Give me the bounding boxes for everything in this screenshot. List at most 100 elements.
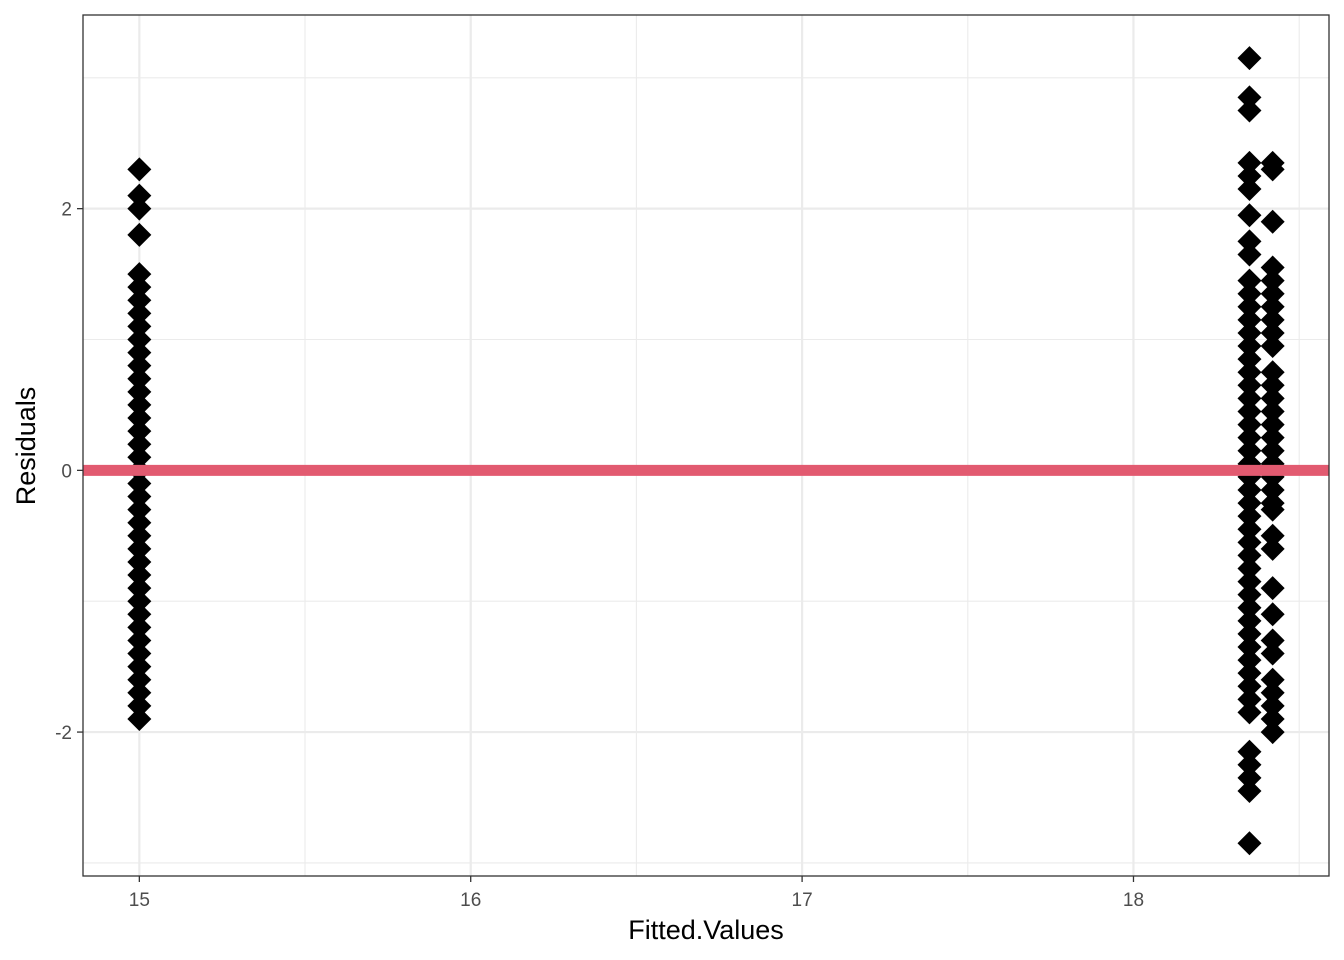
data-point (1260, 576, 1285, 601)
data-point (127, 602, 152, 627)
data-point (127, 262, 152, 287)
data-point (127, 523, 152, 548)
data-point (127, 353, 152, 378)
data-point (127, 222, 152, 247)
data-point (1237, 150, 1262, 175)
data-point (1260, 477, 1285, 502)
data-point (1237, 674, 1262, 699)
data-point (1237, 334, 1262, 359)
data-point (1260, 209, 1285, 234)
data-point (1237, 831, 1262, 856)
data-point (1260, 373, 1285, 398)
data-point (127, 510, 152, 535)
data-point (1237, 163, 1262, 188)
data-point (127, 196, 152, 221)
data-point (1237, 504, 1262, 529)
data-point (1237, 320, 1262, 345)
data-point (127, 484, 152, 509)
x-axis-ticks: 15 16 17 18 (129, 876, 1144, 911)
data-point (1237, 700, 1262, 725)
data-point (1237, 373, 1262, 398)
data-point (1260, 602, 1285, 627)
data-point (1260, 497, 1285, 522)
plot-panel-border (82, 14, 1330, 877)
data-point (1237, 608, 1262, 633)
data-point (127, 183, 152, 208)
x-tick-label: 18 (1123, 890, 1144, 911)
data-point (127, 654, 152, 679)
y-tick-label: 2 (61, 200, 72, 221)
data-point (1237, 530, 1262, 555)
minor-gridlines (83, 15, 1329, 876)
data-point (127, 406, 152, 431)
data-point (1237, 46, 1262, 71)
data-point (127, 615, 152, 640)
data-point (1237, 778, 1262, 803)
data-point (1260, 667, 1285, 692)
data-point (1260, 628, 1285, 653)
data-point (1260, 536, 1285, 561)
data-point (127, 497, 152, 522)
data-point (1260, 523, 1285, 548)
data-point (1237, 307, 1262, 332)
data-point (1237, 294, 1262, 319)
data-point (127, 641, 152, 666)
x-tick-label: 17 (792, 890, 813, 911)
data-point (1237, 438, 1262, 463)
data-point (1237, 752, 1262, 777)
data-point (127, 314, 152, 339)
data-point (1237, 477, 1262, 502)
data-point (127, 157, 152, 182)
data-point (1260, 399, 1285, 424)
data-point (1237, 556, 1262, 581)
data-point (1237, 399, 1262, 424)
data-point (127, 288, 152, 313)
data-point (1260, 334, 1285, 359)
data-point (1237, 425, 1262, 450)
data-point (1237, 739, 1262, 764)
data-point (1260, 706, 1285, 731)
data-point (127, 301, 152, 326)
data-point (127, 680, 152, 705)
data-point (127, 379, 152, 404)
data-point (1237, 582, 1262, 607)
data-point (1237, 595, 1262, 620)
data-point (127, 366, 152, 391)
data-point (1260, 412, 1285, 437)
data-point (127, 693, 152, 718)
data-point (1237, 765, 1262, 790)
data-point (1237, 347, 1262, 372)
data-point (1260, 720, 1285, 745)
x-tick-label: 15 (129, 890, 150, 911)
data-point (1237, 281, 1262, 306)
data-point (1260, 425, 1285, 450)
data-point (127, 536, 152, 561)
y-tick-label: -2 (55, 723, 72, 744)
data-point (127, 275, 152, 300)
data-point (127, 445, 152, 470)
data-point (1260, 268, 1285, 293)
data-point (1237, 635, 1262, 660)
data-point (1237, 360, 1262, 385)
data-point (1260, 320, 1285, 345)
data-point (1260, 438, 1285, 463)
data-point (1237, 621, 1262, 646)
data-point (1237, 177, 1262, 202)
data-point (1237, 386, 1262, 411)
data-point (1237, 242, 1262, 267)
data-point (1237, 517, 1262, 542)
data-point (1260, 294, 1285, 319)
data-point (1237, 98, 1262, 123)
data-point (127, 667, 152, 692)
data-point (1237, 661, 1262, 686)
data-point (127, 628, 152, 653)
data-point (1260, 386, 1285, 411)
data-point (1260, 255, 1285, 280)
data-point (127, 576, 152, 601)
data-point (127, 589, 152, 614)
data-point (1260, 360, 1285, 385)
plot-panel-background (83, 15, 1329, 876)
y-axis-title: Residuals (11, 387, 41, 506)
data-point (1260, 680, 1285, 705)
